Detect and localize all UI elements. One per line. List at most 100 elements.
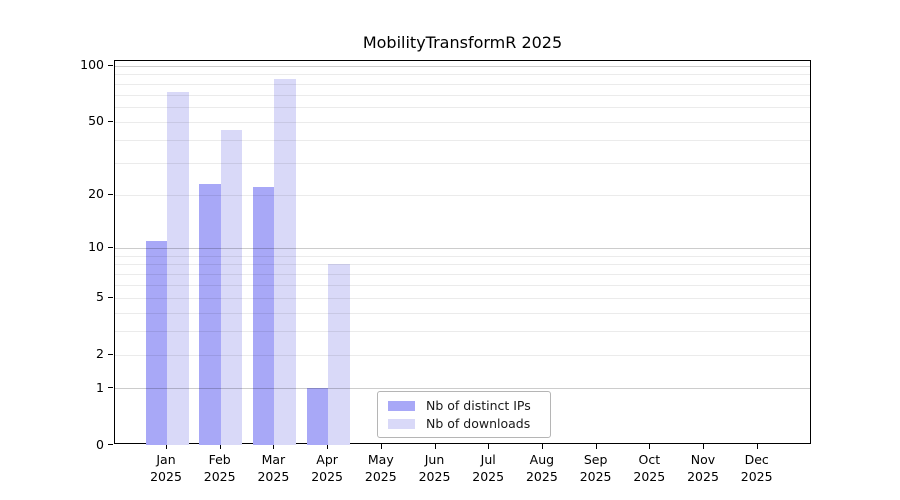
gridlines-layer — [115, 61, 810, 443]
legend-swatch-distinct-ips — [388, 400, 415, 411]
gridline-minor-20 — [115, 194, 810, 196]
y-tick-mark-2 — [108, 353, 113, 355]
legend-item-distinct-ips: Nb of distinct IPs — [388, 398, 540, 413]
gridline-minor-5 — [115, 297, 810, 299]
legend-label-downloads: Nb of downloads — [426, 416, 531, 431]
gridline-major-1 — [115, 388, 810, 390]
gridline-minor-6 — [115, 285, 810, 287]
x-tick-mark-jan-2025 — [166, 444, 167, 449]
x-tick-label-line: 2025 — [257, 469, 290, 484]
x-tick-label-line: 2025 — [687, 469, 719, 484]
x-tick-label-line: 2025 — [150, 469, 182, 484]
x-tick-mark-aug-2025 — [541, 444, 543, 449]
x-tick-label-mar-2025: Mar 2025 — [241, 451, 305, 485]
plot-area: Nb of distinct IPs Nb of downloads — [114, 60, 811, 445]
x-tick-label-jan-2025: Jan 2025 — [134, 451, 198, 485]
x-tick-label-jul-2025: Jul 2025 — [456, 451, 520, 485]
gridline-minor-50 — [115, 121, 810, 123]
x-tick-mark-apr-2025 — [327, 444, 329, 449]
legend-item-downloads: Nb of downloads — [388, 416, 540, 431]
x-tick-mark-oct-2025 — [649, 444, 651, 449]
bar-nb-of-downloads-apr-2025 — [328, 264, 350, 445]
y-tick-label-20: 20 — [88, 186, 104, 202]
x-tick-mark-jul-2025 — [488, 444, 490, 449]
bar-nb-of-distinct-ips-apr-2025 — [306, 388, 329, 445]
gridline-major-100 — [115, 65, 810, 67]
y-tick-label-100: 100 — [80, 57, 104, 73]
x-tick-label-aug-2025: Aug 2025 — [510, 451, 574, 485]
x-tick-label-line: 2025 — [525, 469, 558, 484]
bars-layer — [115, 61, 810, 445]
gridline-minor-8 — [115, 264, 810, 266]
legend: Nb of distinct IPs Nb of downloads — [377, 391, 551, 438]
y-tick-label-0: 0 — [96, 436, 104, 452]
gridline-minor-70 — [115, 94, 810, 96]
x-tick-label-may-2025: May 2025 — [349, 451, 413, 485]
y-tick-mark-50 — [108, 120, 113, 122]
x-tick-label-line: Oct — [638, 452, 661, 467]
x-tick-mark-feb-2025 — [219, 444, 221, 449]
y-tick-label-1: 1 — [96, 379, 104, 395]
x-tick-label-sep-2025: Sep 2025 — [564, 451, 628, 485]
gridline-minor-2 — [115, 354, 810, 356]
y-tick-mark-5 — [108, 296, 113, 298]
gridline-minor-40 — [115, 139, 810, 141]
bar-nb-of-downloads-mar-2025 — [274, 78, 296, 445]
gridline-minor-3 — [115, 331, 810, 333]
x-tick-label-line: 2025 — [579, 469, 612, 484]
gridline-minor-9 — [115, 255, 810, 257]
x-tick-mark-sep-2025 — [595, 444, 597, 449]
chart-title: MobilityTransformR 2025 — [362, 33, 563, 52]
x-tick-label-line: 2025 — [364, 469, 397, 484]
x-tick-label-nov-2025: Nov 2025 — [671, 451, 735, 485]
y-tick-mark-10 — [108, 246, 113, 248]
gridline-minor-30 — [115, 162, 810, 164]
y-tick-mark-100 — [108, 64, 113, 66]
x-tick-mark-dec-2025 — [756, 444, 758, 449]
x-tick-label-line: Feb — [208, 452, 231, 467]
gridline-minor-7 — [115, 274, 810, 276]
y-tick-mark-20 — [108, 193, 113, 195]
bar-nb-of-downloads-jan-2025 — [167, 92, 189, 445]
x-tick-label-oct-2025: Oct 2025 — [617, 451, 681, 485]
y-tick-label-50: 50 — [88, 113, 104, 129]
x-tick-label-line: Sep — [583, 452, 608, 467]
gridline-major-10 — [115, 247, 810, 249]
x-tick-label-line: 2025 — [633, 469, 666, 484]
y-tick-mark-0 — [108, 444, 113, 445]
gridline-minor-90 — [115, 74, 810, 76]
x-tick-label-line: Nov — [690, 452, 716, 467]
legend-label-distinct-ips: Nb of distinct IPs — [426, 398, 531, 413]
x-tick-label-dec-2025: Dec 2025 — [725, 451, 789, 485]
x-tick-label-line: 2025 — [311, 469, 343, 484]
gridline-minor-60 — [115, 107, 810, 109]
x-tick-label-line: May — [367, 452, 394, 467]
bar-nb-of-distinct-ips-feb-2025 — [199, 183, 221, 445]
x-tick-mark-may-2025 — [380, 444, 382, 449]
x-tick-label-line: Jul — [480, 452, 496, 467]
bar-nb-of-distinct-ips-mar-2025 — [252, 187, 275, 445]
legend-swatch-downloads — [388, 418, 415, 429]
x-tick-label-line: Apr — [316, 452, 338, 467]
x-tick-label-line: Aug — [529, 452, 555, 467]
y-tick-mark-1 — [108, 387, 113, 389]
x-tick-label-line: 2025 — [740, 469, 773, 484]
x-tick-label-apr-2025: Apr 2025 — [295, 451, 359, 485]
bar-nb-of-distinct-ips-jan-2025 — [145, 240, 167, 445]
x-tick-label-feb-2025: Feb 2025 — [188, 451, 252, 485]
gridline-minor-4 — [115, 312, 810, 314]
y-tick-label-2: 2 — [96, 346, 104, 362]
x-tick-label-line: Dec — [744, 452, 769, 467]
x-tick-mark-jun-2025 — [434, 444, 436, 449]
x-tick-label-line: Mar — [261, 452, 286, 467]
x-tick-label-jun-2025: Jun 2025 — [403, 451, 467, 485]
x-tick-label-line: Jun — [424, 452, 445, 467]
y-tick-label-10: 10 — [88, 239, 104, 255]
x-tick-mark-nov-2025 — [703, 444, 704, 449]
gridline-minor-80 — [115, 83, 810, 85]
x-tick-label-line: 2025 — [472, 469, 505, 484]
y-tick-label-5: 5 — [96, 289, 104, 305]
x-tick-label-line: Jan — [156, 452, 176, 467]
x-tick-label-line: 2025 — [203, 469, 236, 484]
